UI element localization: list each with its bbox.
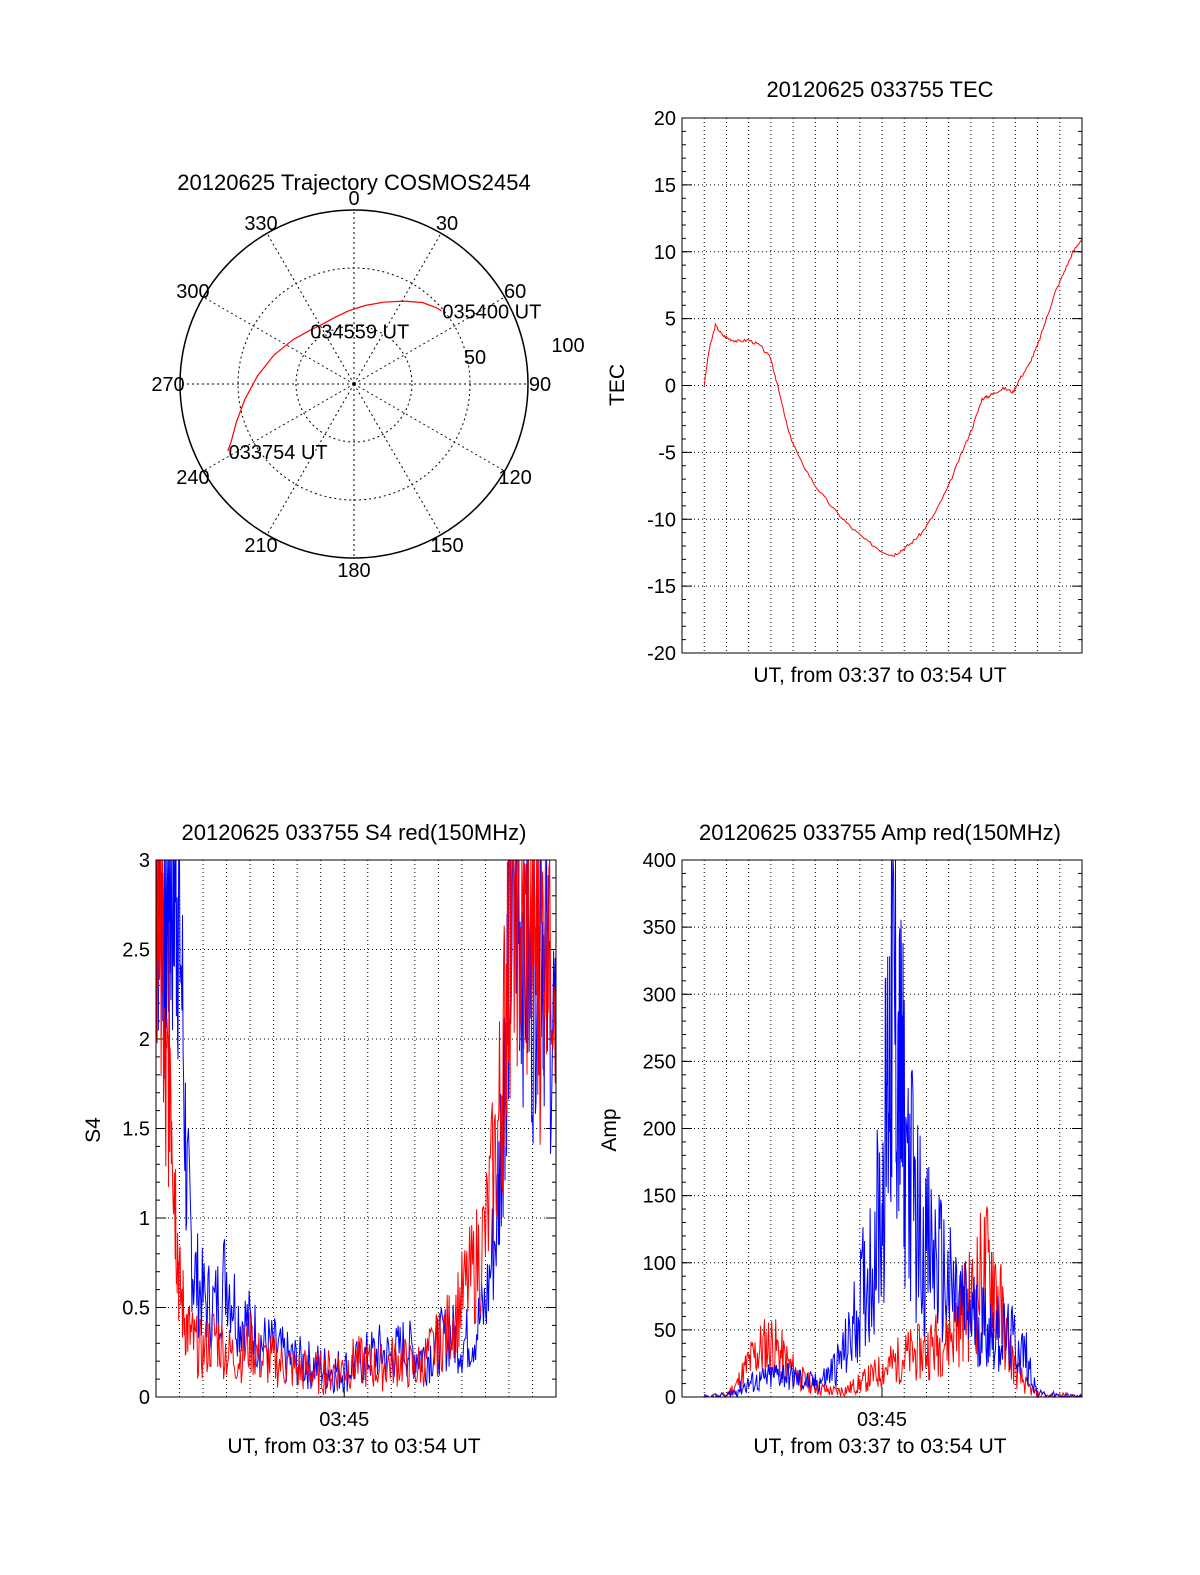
s4-frame <box>155 859 557 1398</box>
s4-y-tick-label: 3 <box>139 850 150 872</box>
tec-y-tick-label: 10 <box>654 242 676 264</box>
amp-plot-area: 0 50 100 150 200 250 300 350 400 03:45 <box>643 850 1083 1431</box>
s4-y-tick-label: 2.5 <box>122 940 150 962</box>
tec-y-tick-label: -15 <box>647 576 676 598</box>
tec-plot-area: -20 -15 -10 -5 0 5 10 15 20 <box>647 108 1083 665</box>
amp-xlabel: UT, from 03:37 to 03:54 UT <box>753 1435 1006 1458</box>
polar-spoke <box>353 383 505 472</box>
amp-y-tick-label: 0 <box>665 1387 676 1409</box>
polar-azimuth-label: 120 <box>498 467 531 489</box>
polar-trajectory-series <box>227 300 442 452</box>
polar-spoke <box>353 233 442 385</box>
polar-azimuth-label: 150 <box>430 535 463 557</box>
s4-xlabel: UT, from 03:37 to 03:54 UT <box>227 1435 480 1458</box>
polar-time-annotation: 033754 UT <box>229 442 328 464</box>
tec-title: 20120625 033755 TEC <box>766 77 993 102</box>
tec-series-line <box>703 238 1083 557</box>
amp-y-tick-label: 200 <box>643 1119 676 1141</box>
polar-spoke <box>266 383 355 535</box>
amp-y-tick-label: 400 <box>643 850 676 872</box>
trajectory-title: 20120625 Trajectory COSMOS2454 <box>177 170 530 195</box>
polar-spoke <box>203 383 355 472</box>
s4-series-line <box>155 859 557 1395</box>
tec-xlabel: UT, from 03:37 to 03:54 UT <box>753 664 1006 687</box>
amp-x-tick-label: 03:45 <box>857 1409 907 1431</box>
polar-azimuth-label: 90 <box>529 374 551 396</box>
polar-azimuth-label: 300 <box>176 281 209 303</box>
polar-time-annotation: 034559 UT <box>310 322 409 344</box>
polar-ring <box>295 325 413 443</box>
tec-y-tick-label: 15 <box>654 175 676 197</box>
polar-azimuth-label: 240 <box>176 467 209 489</box>
s4-x-tick-label: 03:45 <box>319 1409 369 1431</box>
s4-y-tick-label: 2 <box>139 1029 150 1051</box>
tec-y-tick-label: 20 <box>654 108 676 130</box>
tec-ylabel: TEC <box>606 364 629 406</box>
s4-y-tick-label: 0 <box>139 1387 150 1409</box>
polar-grid <box>179 209 529 559</box>
polar-azimuth-label: 210 <box>244 535 277 557</box>
tec-panel: 20120625 033755 TEC UT, from 03:37 to 03… <box>606 77 1083 687</box>
polar-time-annotation: 035400 UT <box>442 302 541 324</box>
amp-frame <box>681 859 1083 1398</box>
tec-y-tick-label: -5 <box>658 442 676 464</box>
s4-y-tick-label: 1 <box>139 1208 150 1230</box>
amp-y-tick-label: 250 <box>643 1051 676 1073</box>
polar-azimuth-label: 30 <box>436 213 458 235</box>
s4-plot-area: 0 0.5 1 1.5 2 2.5 3 03:45 <box>122 850 557 1431</box>
s4-ylabel: S4 <box>82 1117 105 1143</box>
amp-ylabel: Amp <box>598 1108 621 1151</box>
polar-labels: 0 30 60 90 120 150 180 210 240 270 300 330 50 100 0337… <box>151 188 584 582</box>
amp-y-tick-label: 300 <box>643 984 676 1006</box>
tec-y-tick-label: -20 <box>647 643 676 665</box>
tec-frame <box>681 117 1083 654</box>
s4-series-line <box>155 859 557 1395</box>
polar-outer-circle <box>179 209 529 559</box>
amp-y-tick-label: 100 <box>643 1253 676 1275</box>
amp-y-tick-label: 150 <box>643 1186 676 1208</box>
s4-y-tick-label: 1.5 <box>122 1119 150 1141</box>
s4-y-tick-label: 0.5 <box>122 1298 150 1320</box>
polar-azimuth-label: 270 <box>151 374 184 396</box>
tec-y-tick-label: 0 <box>665 376 676 398</box>
polar-radial-label: 100 <box>551 335 584 357</box>
tec-y-tick-label: -10 <box>647 509 676 531</box>
polar-spoke <box>353 383 442 535</box>
tec-y-tick-label: 5 <box>665 309 676 331</box>
s4-panel: 20120625 033755 S4 red(150MHz) UT, from … <box>82 820 557 1458</box>
polar-spoke <box>353 296 505 385</box>
s4-title: 20120625 033755 S4 red(150MHz) <box>182 820 527 845</box>
polar-radial-label: 50 <box>464 347 486 369</box>
polar-azimuth-label: 180 <box>337 560 370 582</box>
polar-trajectory-line <box>227 300 442 452</box>
amp-title: 20120625 033755 Amp red(150MHz) <box>699 820 1061 845</box>
amp-series-line <box>703 859 1083 1399</box>
trajectory-polar-panel: 20120625 Trajectory COSMOS2454 0 30 60 90 12… <box>151 170 584 582</box>
amp-y-tick-label: 50 <box>654 1320 676 1342</box>
amp-series-line <box>703 1206 1083 1399</box>
amp-panel: 20120625 033755 Amp red(150MHz) UT, from… <box>598 820 1083 1458</box>
polar-azimuth-label: 330 <box>244 213 277 235</box>
polar-spoke <box>203 296 355 385</box>
polar-spoke <box>266 233 355 385</box>
polar-azimuth-label: 0 <box>348 188 359 210</box>
polar-azimuth-label: 60 <box>504 281 526 303</box>
amp-y-tick-label: 350 <box>643 917 676 939</box>
